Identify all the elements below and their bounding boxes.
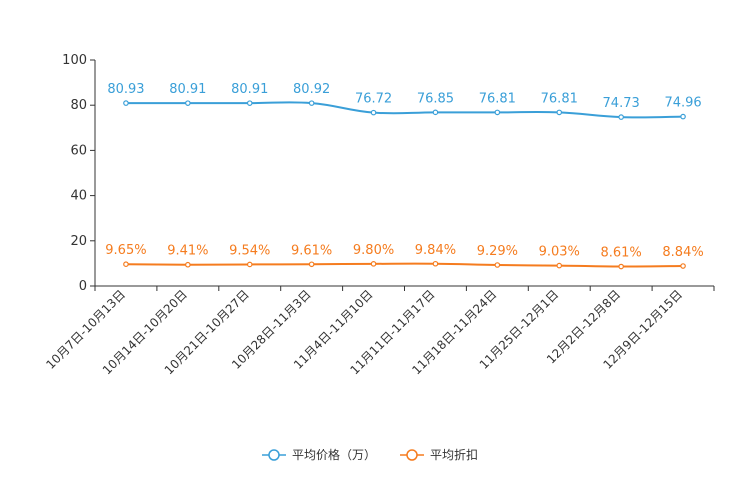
data-label: 76.85 bbox=[417, 91, 454, 106]
data-point[interactable] bbox=[308, 261, 315, 268]
data-point[interactable] bbox=[556, 262, 563, 269]
series-line bbox=[125, 101, 684, 119]
data-point[interactable] bbox=[680, 113, 686, 120]
data-point[interactable] bbox=[432, 109, 439, 116]
data-label: 74.73 bbox=[603, 96, 640, 111]
data-point[interactable] bbox=[494, 262, 501, 268]
data-point[interactable] bbox=[370, 261, 377, 267]
data-label: 76.81 bbox=[541, 91, 578, 106]
data-point[interactable] bbox=[432, 260, 439, 267]
y-tick-label: 80 bbox=[70, 98, 87, 113]
data-label: 9.80% bbox=[353, 243, 394, 258]
legend-marker-icon bbox=[268, 449, 280, 461]
y-tick-label: 100 bbox=[62, 53, 87, 68]
series-1: 80.93 80.91 80.91 80.92 76.72 76.85 76.81 76.81… bbox=[107, 82, 702, 120]
legend[interactable]: 平均价格（万） 平均折扣 bbox=[262, 447, 478, 462]
data-point[interactable] bbox=[123, 100, 129, 106]
data-label: 80.92 bbox=[293, 82, 330, 97]
data-label: 74.96 bbox=[664, 96, 701, 111]
data-label: 76.72 bbox=[355, 92, 392, 107]
x-axis: 10月7日-10月13日10月14日-10月20日10月21日-10月27日10… bbox=[43, 285, 715, 377]
data-point[interactable] bbox=[308, 100, 315, 106]
legend-marker-icon bbox=[406, 449, 418, 461]
y-tick-label: 60 bbox=[70, 143, 87, 158]
data-point[interactable] bbox=[246, 100, 253, 106]
data-label: 8.84% bbox=[662, 245, 703, 260]
data-label: 9.54% bbox=[229, 243, 270, 258]
legend-item-1[interactable]: 平均价格（万） bbox=[262, 447, 376, 462]
data-point[interactable] bbox=[680, 263, 686, 269]
legend-item-2[interactable]: 平均折扣 bbox=[400, 447, 478, 462]
data-label: 9.65% bbox=[105, 243, 146, 258]
y-tick-label: 20 bbox=[70, 234, 87, 249]
y-tick-label: 0 bbox=[79, 279, 87, 294]
y-tick-label: 40 bbox=[70, 189, 87, 204]
series-layer: 80.93 80.91 80.91 80.92 76.72 76.85 76.81 76.81… bbox=[105, 82, 704, 270]
data-point[interactable] bbox=[185, 100, 191, 106]
data-label: 80.91 bbox=[231, 82, 268, 97]
series-2: 9.65% 9.41% 9.54% 9.61% 9.80% 9.84% 9.29% 9.03%… bbox=[105, 243, 704, 270]
series-line bbox=[125, 262, 684, 268]
data-label: 9.61% bbox=[291, 243, 332, 258]
data-label: 9.84% bbox=[415, 243, 456, 258]
data-label: 80.93 bbox=[107, 82, 144, 97]
data-point[interactable] bbox=[494, 109, 501, 116]
data-label: 8.61% bbox=[600, 246, 641, 261]
data-point[interactable] bbox=[123, 261, 129, 267]
data-point[interactable] bbox=[618, 263, 624, 270]
legend-label: 平均折扣 bbox=[430, 447, 478, 462]
data-label: 9.29% bbox=[477, 244, 518, 259]
data-label: 9.41% bbox=[167, 244, 208, 259]
legend-label: 平均价格（万） bbox=[292, 447, 376, 462]
data-point[interactable] bbox=[185, 261, 191, 268]
data-point[interactable] bbox=[246, 261, 253, 268]
data-label: 76.81 bbox=[479, 91, 516, 106]
data-point[interactable] bbox=[370, 109, 377, 116]
data-label: 80.91 bbox=[169, 82, 206, 97]
data-point[interactable] bbox=[618, 114, 624, 120]
y-axis: 0 20 40 60 80 100 bbox=[62, 53, 96, 294]
data-label: 9.03% bbox=[539, 245, 580, 260]
data-point[interactable] bbox=[556, 109, 563, 116]
